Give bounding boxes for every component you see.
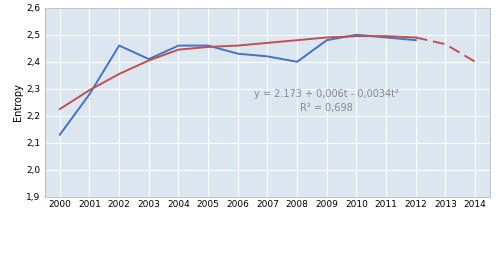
Entropy: [57, 133, 63, 136]
Entropy: [146, 57, 152, 61]
Line: Entropy: Entropy: [60, 35, 416, 135]
Forecast: [146, 59, 152, 62]
Legend: Entropy, Forecast, Poli (Entropy): Entropy, Forecast, Poli (Entropy): [140, 255, 395, 259]
Forecast: [413, 36, 419, 39]
Poli (Entropy): [442, 43, 448, 46]
Entropy: [264, 55, 270, 58]
Forecast: [354, 35, 360, 38]
Forecast: [264, 41, 270, 45]
Forecast: [235, 44, 241, 47]
Entropy: [86, 93, 92, 96]
Poli (Entropy): [413, 36, 419, 39]
Entropy: [235, 52, 241, 55]
Forecast: [383, 35, 389, 38]
Forecast: [116, 73, 122, 76]
Entropy: [205, 44, 211, 47]
Y-axis label: Entropy: Entropy: [13, 83, 23, 121]
Entropy: [383, 36, 389, 39]
Entropy: [176, 44, 182, 47]
Entropy: [354, 33, 360, 36]
Poli (Entropy): [472, 60, 478, 63]
Forecast: [205, 45, 211, 48]
Forecast: [176, 48, 182, 51]
Forecast: [294, 39, 300, 42]
Entropy: [324, 39, 330, 42]
Forecast: [86, 89, 92, 92]
Line: Forecast: Forecast: [60, 36, 416, 109]
Text: y = 2.173 + 0,006t - 0,0034t²
R² = 0,698: y = 2.173 + 0,006t - 0,0034t² R² = 0,698: [254, 89, 400, 113]
Forecast: [324, 36, 330, 39]
Forecast: [57, 107, 63, 111]
Entropy: [294, 60, 300, 63]
Entropy: [413, 39, 419, 42]
Line: Poli (Entropy): Poli (Entropy): [416, 38, 475, 62]
Entropy: [116, 44, 122, 47]
